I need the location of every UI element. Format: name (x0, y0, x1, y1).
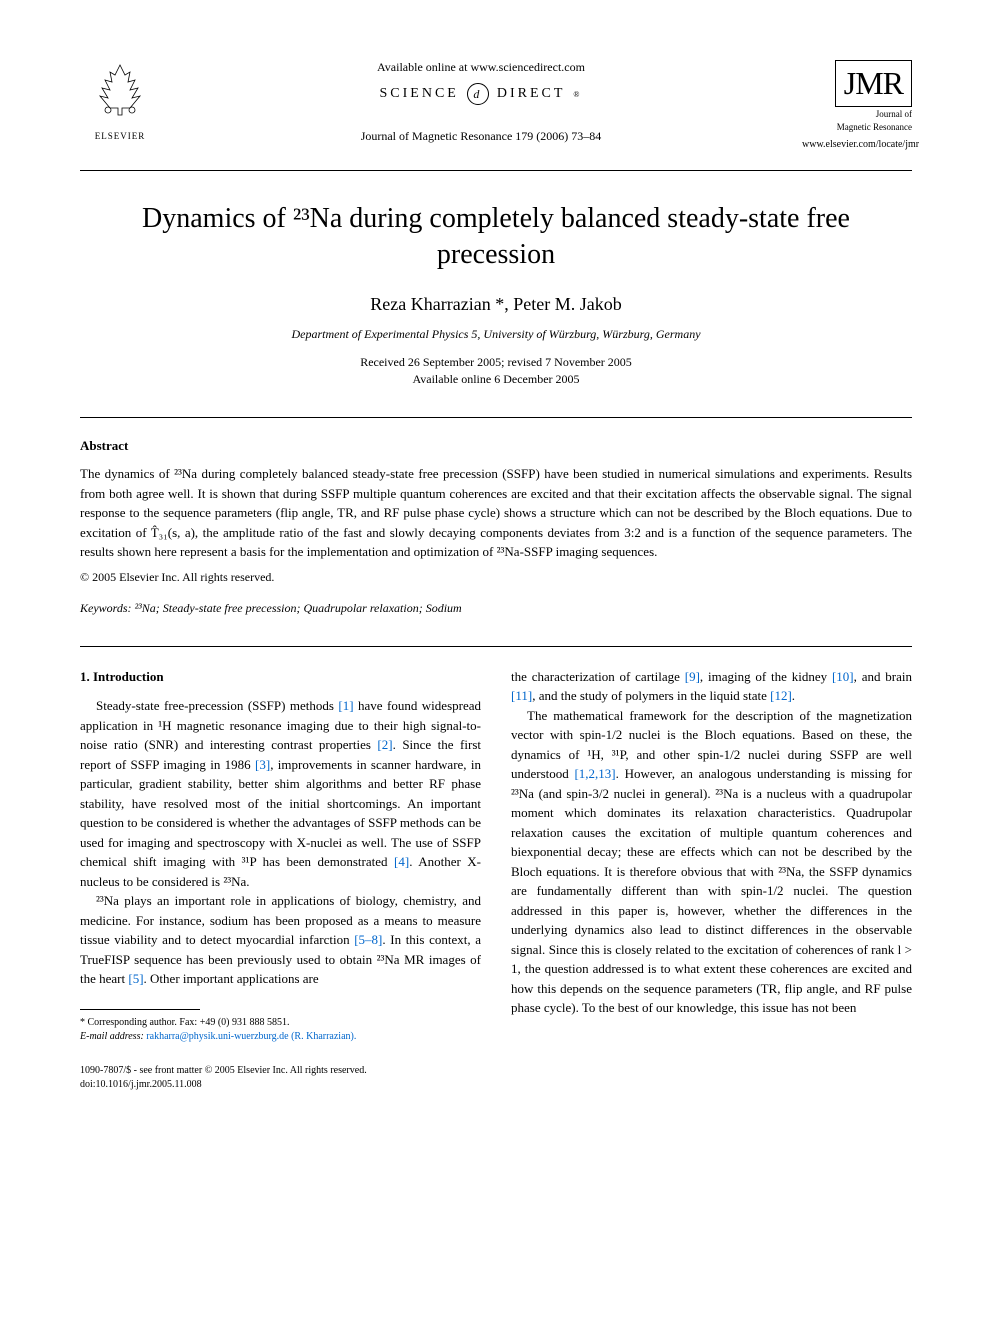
header-center: Available online at www.sciencedirect.co… (160, 60, 802, 144)
keywords-label: Keywords: (80, 601, 132, 615)
sd-text-2: DIRECT (497, 86, 566, 102)
abstract-top-divider (80, 417, 912, 418)
page-container: ELSEVIER Available online at www.science… (0, 0, 992, 1132)
footer-doi: doi:10.1016/j.jmr.2005.11.008 (80, 1078, 912, 1092)
elsevier-label: ELSEVIER (95, 131, 146, 141)
ref-link[interactable]: [3] (255, 757, 270, 772)
right-column: the characterization of cartilage [9], i… (511, 667, 912, 1044)
left-column: 1. Introduction Steady-state free-preces… (80, 667, 481, 1044)
col1-para2: ²³Na plays an important role in applicat… (80, 891, 481, 989)
copyright-line: © 2005 Elsevier Inc. All rights reserved… (80, 570, 912, 585)
ref-link[interactable]: [10] (832, 669, 854, 684)
jmr-sub1: Journal of (802, 109, 912, 120)
sd-reg-icon: ® (573, 90, 582, 99)
header-row: ELSEVIER Available online at www.science… (80, 60, 912, 150)
dates-block: Received 26 September 2005; revised 7 No… (80, 354, 912, 388)
col1-para1: Steady-state free-precession (SSFP) meth… (80, 696, 481, 891)
ref-link[interactable]: [9] (685, 669, 700, 684)
ref-link[interactable]: [1,2,13] (574, 766, 615, 781)
sd-text-1: SCIENCE (380, 86, 459, 102)
intro-heading: 1. Introduction (80, 667, 481, 687)
col2-para2: The mathematical framework for the descr… (511, 706, 912, 1018)
ref-link[interactable]: [12] (770, 688, 792, 703)
article-title: Dynamics of ²³Na during completely balan… (80, 201, 912, 274)
ref-link[interactable]: [1] (338, 698, 353, 713)
footer-block: 1090-7807/$ - see front matter © 2005 El… (80, 1064, 912, 1092)
ref-link[interactable]: [5–8] (354, 932, 382, 947)
dates-line2: Available online 6 December 2005 (80, 371, 912, 388)
jmr-big-label: JMR (835, 60, 912, 107)
footnote-email-line: E-mail address: rakharra@physik.uni-wuer… (80, 1030, 481, 1044)
jmr-sub2: Magnetic Resonance (802, 122, 912, 133)
abstract-text: The dynamics of ²³Na during completely b… (80, 464, 912, 562)
header-divider (80, 170, 912, 171)
ref-link[interactable]: [4] (394, 854, 409, 869)
keywords-line: Keywords: ²³Na; Steady-state free preces… (80, 601, 912, 616)
two-column-body: 1. Introduction Steady-state free-preces… (80, 667, 912, 1044)
ref-link[interactable]: [5] (128, 971, 143, 986)
jmr-logo-block: JMR Journal of Magnetic Resonance www.el… (802, 60, 912, 150)
footnote-separator (80, 1009, 200, 1010)
elsevier-logo: ELSEVIER (80, 60, 160, 150)
sd-circle-icon: d (467, 83, 489, 105)
keywords-text: ²³Na; Steady-state free precession; Quad… (132, 601, 462, 615)
journal-citation: Journal of Magnetic Resonance 179 (2006)… (180, 129, 782, 144)
jmr-url: www.elsevier.com/locate/jmr (802, 139, 912, 150)
footnote-corresponding: * Corresponding author. Fax: +49 (0) 931… (80, 1016, 481, 1030)
ref-link[interactable]: [2] (377, 737, 392, 752)
dates-line1: Received 26 September 2005; revised 7 No… (80, 354, 912, 371)
abstract-heading: Abstract (80, 438, 912, 454)
footer-issn: 1090-7807/$ - see front matter © 2005 El… (80, 1064, 912, 1078)
footnote-email-label: E-mail address: (80, 1031, 144, 1042)
col2-para1: the characterization of cartilage [9], i… (511, 667, 912, 706)
elsevier-tree-icon (90, 60, 150, 127)
footnote-email-link[interactable]: rakharra@physik.uni-wuerzburg.de (R. Kha… (144, 1031, 357, 1042)
affiliation-line: Department of Experimental Physics 5, Un… (80, 327, 912, 342)
ref-link[interactable]: [11] (511, 688, 532, 703)
available-online-text: Available online at www.sciencedirect.co… (180, 60, 782, 75)
authors-line: Reza Kharrazian *, Peter M. Jakob (80, 294, 912, 315)
keywords-divider (80, 646, 912, 647)
sciencedirect-logo: SCIENCE d DIRECT ® (380, 83, 583, 105)
